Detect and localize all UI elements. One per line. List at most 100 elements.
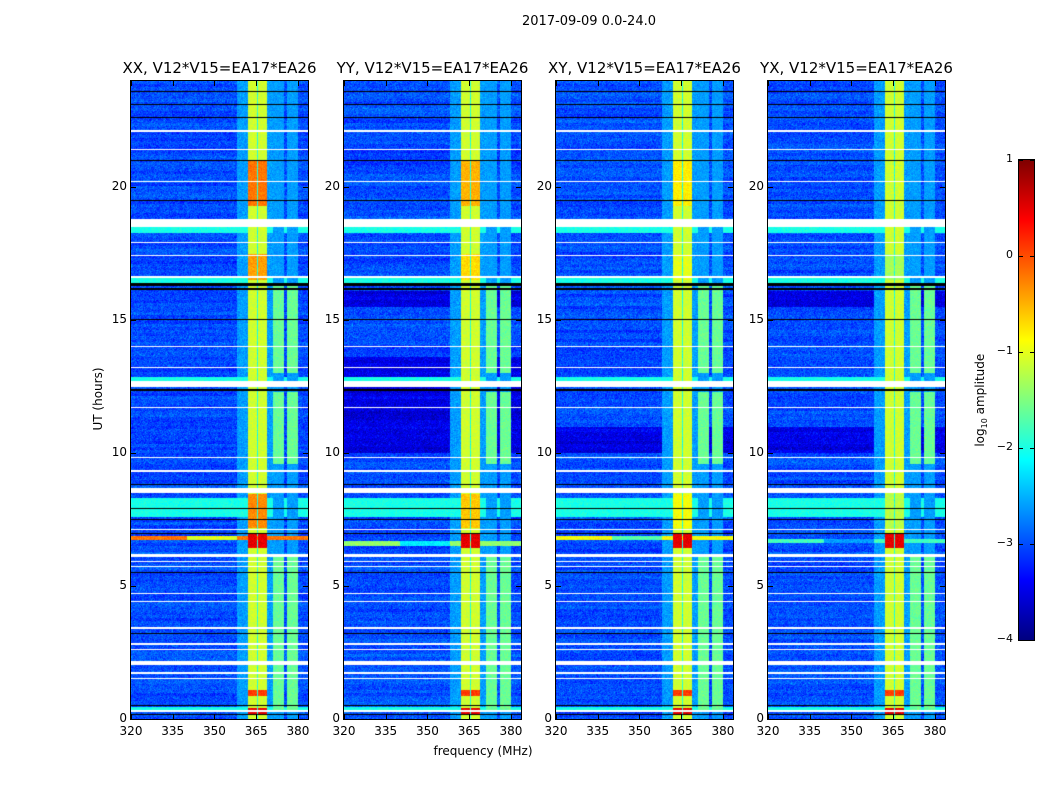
x-tick-mark-top xyxy=(893,81,895,86)
y-tick-mark xyxy=(344,586,349,588)
y-tick-mark-right xyxy=(728,586,733,588)
y-tick-mark xyxy=(556,187,561,189)
x-tick-mark-top xyxy=(597,81,599,86)
x-tick-mark-top xyxy=(768,81,769,86)
x-tick-label: 320 xyxy=(332,724,356,738)
y-tick-mark-right xyxy=(516,586,521,588)
x-tick-label: 380 xyxy=(286,724,310,738)
x-tick-mark-top xyxy=(172,81,174,86)
x-tick-label: 335 xyxy=(374,724,398,738)
y-tick-mark-right xyxy=(940,719,945,720)
x-tick-mark xyxy=(893,714,895,719)
y-axis-label: UT (hours) xyxy=(91,367,105,431)
colorbar-tick-mark-right xyxy=(1030,640,1034,641)
colorbar-tick-mark xyxy=(1019,352,1023,353)
y-tick-mark xyxy=(768,453,773,455)
y-tick-mark xyxy=(131,586,136,588)
x-tick-label: 365 xyxy=(669,724,693,738)
x-tick-label: 335 xyxy=(161,724,185,738)
y-tick-mark xyxy=(768,187,773,189)
figure-title: 2017-09-09 0.0-24.0 xyxy=(522,14,656,29)
heatmap-panel xyxy=(343,80,522,720)
colorbar-tick-mark-right xyxy=(1030,160,1034,161)
colorbar-tick-mark xyxy=(1019,160,1023,161)
colorbar-tick-mark xyxy=(1019,256,1023,257)
x-tick-mark xyxy=(768,714,769,719)
y-tick-mark-right xyxy=(516,320,521,322)
y-tick-mark xyxy=(344,453,349,455)
x-tick-label: 335 xyxy=(798,724,822,738)
x-tick-mark xyxy=(214,714,216,719)
y-tick-label: 15 xyxy=(536,312,552,327)
y-tick-mark xyxy=(556,320,561,322)
x-tick-label: 320 xyxy=(756,724,780,738)
x-tick-label: 365 xyxy=(881,724,905,738)
colorbar-tick-label: 1 xyxy=(1006,152,1013,165)
x-tick-mark xyxy=(172,714,174,719)
x-tick-label: 320 xyxy=(119,724,143,738)
x-tick-mark xyxy=(385,714,387,719)
colorbar-label-suffix: amplitude xyxy=(972,353,987,419)
y-tick-mark-right xyxy=(516,453,521,455)
y-tick-label: 0 xyxy=(119,711,127,725)
y-tick-mark xyxy=(131,320,136,322)
colorbar-label: log10 amplitude xyxy=(973,340,989,460)
heatmap-panel xyxy=(130,80,309,720)
y-tick-mark-right xyxy=(940,453,945,455)
x-tick-mark-top xyxy=(681,81,683,86)
x-tick-mark xyxy=(809,714,811,719)
x-tick-label: 320 xyxy=(544,724,568,738)
x-tick-label: 350 xyxy=(840,724,863,738)
x-tick-mark-top xyxy=(556,81,557,86)
y-tick-mark xyxy=(344,187,349,189)
y-tick-label: 5 xyxy=(756,578,764,593)
y-tick-mark-right xyxy=(728,320,733,322)
y-tick-label: 15 xyxy=(324,312,340,327)
x-tick-label: 365 xyxy=(457,724,481,738)
x-tick-label: 335 xyxy=(586,724,610,738)
x-tick-mark-top xyxy=(131,81,132,86)
heatmap-canvas xyxy=(556,81,733,719)
y-tick-mark-right xyxy=(303,187,308,189)
heatmap-panel xyxy=(767,80,946,720)
x-tick-mark xyxy=(297,714,299,719)
x-tick-mark-top xyxy=(256,81,258,86)
x-tick-mark xyxy=(556,714,557,719)
y-tick-mark-right xyxy=(303,453,308,455)
panel-title: XX, V12*V15=EA17*EA26 xyxy=(122,59,317,77)
y-tick-label: 5 xyxy=(119,578,127,593)
x-tick-mark xyxy=(597,714,599,719)
y-tick-mark-right xyxy=(940,586,945,588)
x-tick-mark-top xyxy=(427,81,429,86)
x-tick-mark xyxy=(510,714,512,719)
colorbar-tick-mark xyxy=(1019,448,1023,449)
colorbar-tick-mark xyxy=(1019,640,1023,641)
colorbar-tick-label: −3 xyxy=(996,536,1013,549)
x-tick-label: 350 xyxy=(416,724,439,738)
panel-title: XY, V12*V15=EA17*EA26 xyxy=(548,59,741,77)
y-tick-label: 0 xyxy=(544,711,552,725)
y-tick-mark-right xyxy=(940,320,945,322)
x-tick-mark xyxy=(256,714,258,719)
y-tick-label: 20 xyxy=(748,179,764,194)
x-tick-mark xyxy=(851,714,853,719)
x-tick-mark xyxy=(469,714,471,719)
y-tick-mark xyxy=(344,320,349,322)
y-tick-label: 5 xyxy=(332,578,340,593)
x-tick-label: 380 xyxy=(499,724,523,738)
x-tick-mark-top xyxy=(214,81,216,86)
x-tick-mark xyxy=(131,714,132,719)
y-tick-label: 10 xyxy=(536,445,552,460)
y-tick-mark-right xyxy=(516,187,521,189)
x-axis-label: frequency (MHz) xyxy=(433,744,533,758)
y-tick-label: 0 xyxy=(332,711,340,725)
y-tick-mark xyxy=(131,187,136,189)
heatmap-canvas xyxy=(131,81,308,719)
y-tick-label: 10 xyxy=(111,445,127,460)
y-tick-label: 10 xyxy=(324,445,340,460)
y-tick-label: 5 xyxy=(544,578,552,593)
y-tick-label: 20 xyxy=(324,179,340,194)
x-tick-mark-top xyxy=(297,81,299,86)
colorbar-tick-mark-right xyxy=(1030,448,1034,449)
y-tick-label: 0 xyxy=(756,711,764,725)
